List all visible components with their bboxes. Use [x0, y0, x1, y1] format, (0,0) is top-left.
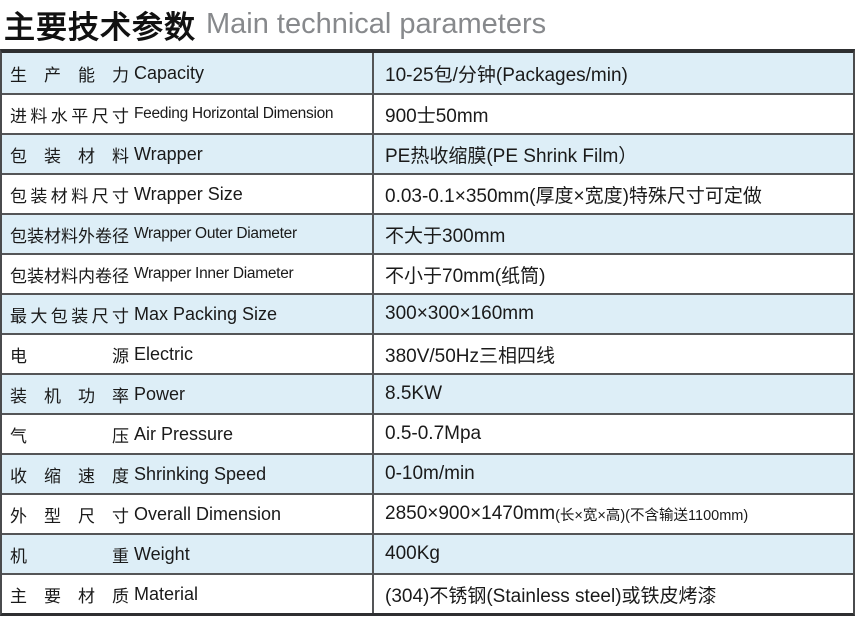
table-row: 包装材料外卷径 Wrapper Outer Diameter 不大于300mm — [2, 213, 853, 253]
param-name-en: Wrapper — [134, 143, 203, 164]
param-name-zh: 最大包装尺寸 — [10, 306, 129, 326]
param-label-cell: 外型尺寸 Overall Dimension — [2, 495, 372, 533]
param-value: PE热收缩膜(PE Shrink Film） — [385, 145, 638, 167]
param-value: 900士50mm — [385, 105, 489, 127]
table-row: 最大包装尺寸 Max Packing Size 300×300×160mm — [2, 293, 853, 333]
param-name-zh: 包装材料尺寸 — [10, 186, 129, 206]
param-name-en: Feeding Horizontal Dimension — [134, 105, 334, 122]
table-row: 进料水平尺寸 Feeding Horizontal Dimension 900士… — [2, 93, 853, 133]
param-name-en: Wrapper Size — [134, 183, 243, 204]
param-label-cell: 包装材料 Wrapper — [2, 135, 372, 173]
param-value: 0-10m/min — [385, 463, 475, 484]
param-label-cell: 生产能力 Capacity — [2, 53, 372, 93]
param-name-zh: 进料水平尺寸 — [10, 106, 129, 126]
param-value: 380V/50Hz三相四线 — [385, 345, 556, 367]
table-row: 气压 Air Pressure 0.5-0.7Mpa — [2, 413, 853, 453]
param-name-en: Overall Dimension — [134, 503, 282, 524]
param-value-cell: 900士50mm — [372, 95, 853, 133]
param-name-en: Weight — [134, 543, 190, 564]
param-label-cell: 主要材质 Material — [2, 575, 372, 613]
param-label-cell: 电源 Electric — [2, 335, 372, 373]
param-name-zh: 装机功率 — [10, 386, 129, 406]
param-name-en: Power — [134, 383, 186, 404]
param-name-en: Wrapper Inner Diameter — [134, 265, 294, 282]
param-value-cell: 不小于70mm(纸筒) — [372, 255, 853, 293]
param-label-cell: 最大包装尺寸 Max Packing Size — [2, 295, 372, 333]
param-value-cell: 10-25包/分钟(Packages/min) — [372, 53, 853, 93]
param-value-cell: 0-10m/min — [372, 455, 853, 493]
param-name-zh: 电源 — [10, 346, 129, 366]
param-name-en: Air Pressure — [134, 423, 234, 444]
param-label-cell: 装机功率 Power — [2, 375, 372, 413]
param-value: 不大于300mm — [385, 225, 506, 247]
param-value: 8.5KW — [385, 383, 443, 404]
table-row: 包装材料 Wrapper PE热收缩膜(PE Shrink Film） — [2, 133, 853, 173]
param-name-zh: 包装材料内卷径 — [10, 266, 129, 286]
param-value-cell: 380V/50Hz三相四线 — [372, 335, 853, 373]
param-label-cell: 进料水平尺寸 Feeding Horizontal Dimension — [2, 95, 372, 133]
table-row: 收缩速度 Shrinking Speed 0-10m/min — [2, 453, 853, 493]
table-row: 装机功率 Power 8.5KW — [2, 373, 853, 413]
param-value: 不小于70mm(纸筒) — [385, 265, 546, 287]
table-row: 包装材料尺寸 Wrapper Size 0.03-0.1×350mm(厚度×宽度… — [2, 173, 853, 213]
param-value: 0.03-0.1×350mm(厚度×宽度)特殊尺寸可定做 — [385, 185, 762, 207]
page-title: 主要技术参数 Main technical parameters — [0, 0, 855, 49]
table-row: 包装材料内卷径 Wrapper Inner Diameter 不小于70mm(纸… — [2, 253, 853, 293]
param-label-cell: 收缩速度 Shrinking Speed — [2, 455, 372, 493]
param-value-cell: PE热收缩膜(PE Shrink Film） — [372, 135, 853, 173]
table-row: 生产能力 Capacity 10-25包/分钟(Packages/min) — [2, 53, 853, 93]
param-name-zh: 生产能力 — [10, 65, 129, 85]
table-row: 主要材质 Material (304)不锈钢(Stainless steel)或… — [2, 573, 853, 613]
param-label-cell: 包装材料外卷径 Wrapper Outer Diameter — [2, 215, 372, 253]
param-value: 300×300×160mm — [385, 303, 534, 324]
param-name-zh: 包装材料外卷径 — [10, 226, 129, 246]
param-value-cell: 0.03-0.1×350mm(厚度×宽度)特殊尺寸可定做 — [372, 175, 853, 213]
param-label-cell: 气压 Air Pressure — [2, 415, 372, 453]
page-title-zh: 主要技术参数 — [4, 10, 196, 45]
param-name-zh: 外型尺寸 — [10, 506, 129, 526]
param-value-note: (长×宽×高)(不含输送1100mm) — [555, 507, 749, 524]
param-value-cell: (304)不锈钢(Stainless steel)或铁皮烤漆 — [372, 575, 853, 613]
param-value-cell: 300×300×160mm — [372, 295, 853, 333]
param-label-cell: 机重 Weight — [2, 535, 372, 573]
param-name-en: Capacity — [134, 62, 205, 83]
param-value: (304)不锈钢(Stainless steel)或铁皮烤漆 — [385, 585, 717, 607]
param-value: 10-25包/分钟(Packages/min) — [385, 64, 628, 86]
param-value-cell: 0.5-0.7Mpa — [372, 415, 853, 453]
param-label-cell: 包装材料内卷径 Wrapper Inner Diameter — [2, 255, 372, 293]
param-name-en: Material — [134, 583, 199, 604]
param-name-zh: 机重 — [10, 546, 129, 566]
param-value-cell: 400Kg — [372, 535, 853, 573]
param-name-en: Electric — [134, 343, 194, 364]
param-value: 0.5-0.7Mpa — [385, 423, 482, 444]
param-name-zh: 包装材料 — [10, 146, 129, 166]
param-value: 400Kg — [385, 543, 440, 564]
param-name-zh: 收缩速度 — [10, 466, 129, 486]
table-row: 电源 Electric 380V/50Hz三相四线 — [2, 333, 853, 373]
param-name-zh: 主要材质 — [10, 586, 129, 606]
param-name-en: Max Packing Size — [134, 303, 278, 324]
technical-parameters-table: 生产能力 Capacity 10-25包/分钟(Packages/min) 进料… — [0, 49, 855, 616]
param-value-cell: 不大于300mm — [372, 215, 853, 253]
param-label-cell: 包装材料尺寸 Wrapper Size — [2, 175, 372, 213]
param-value-cell: 8.5KW — [372, 375, 853, 413]
param-name-en: Shrinking Speed — [134, 463, 267, 484]
page-title-en: Main technical parameters — [206, 8, 547, 40]
table-row: 机重 Weight 400Kg — [2, 533, 853, 573]
param-value-cell: 2850×900×1470mm (长×宽×高)(不含输送1100mm) — [372, 495, 853, 533]
param-value: 2850×900×1470mm — [385, 503, 556, 524]
param-name-en: Wrapper Outer Diameter — [134, 225, 297, 242]
param-name-zh: 气压 — [10, 426, 129, 446]
table-row: 外型尺寸 Overall Dimension 2850×900×1470mm (长… — [2, 493, 853, 533]
